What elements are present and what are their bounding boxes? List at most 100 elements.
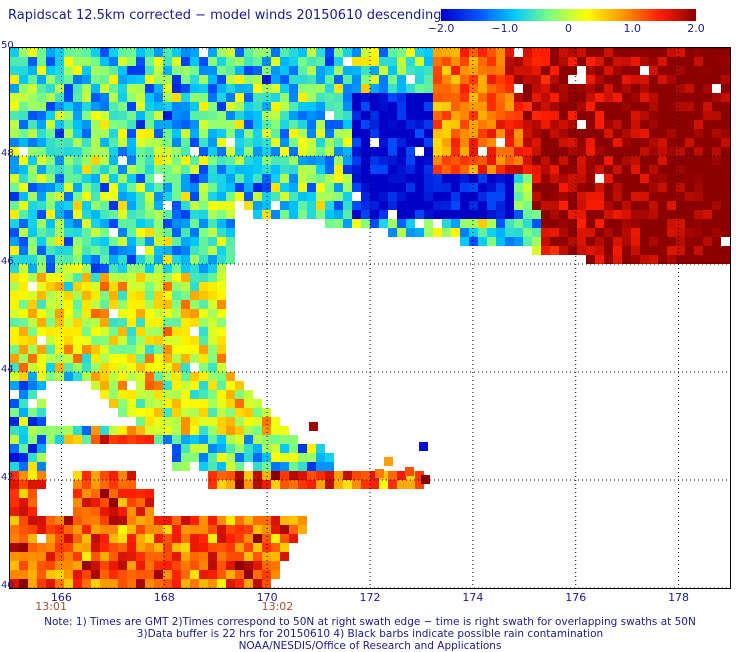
swath-cell bbox=[451, 129, 460, 138]
swath-cell bbox=[208, 354, 217, 363]
swath-cell bbox=[235, 174, 244, 183]
swath-cell bbox=[370, 129, 379, 138]
swath-cell bbox=[208, 201, 217, 210]
swath-cell bbox=[118, 516, 127, 525]
swath-cell bbox=[73, 363, 82, 372]
swath-cell bbox=[28, 201, 37, 210]
swath-cell bbox=[595, 183, 604, 192]
swath-cell bbox=[244, 408, 253, 417]
swath-cell bbox=[46, 255, 55, 264]
swath-cell bbox=[550, 84, 559, 93]
swath-cell bbox=[721, 210, 730, 219]
swath-cell bbox=[406, 120, 415, 129]
swath-cell bbox=[451, 48, 460, 57]
swath-cell bbox=[262, 129, 271, 138]
swath-cell bbox=[172, 390, 181, 399]
swath-cell bbox=[586, 219, 595, 228]
swath-cell bbox=[397, 66, 406, 75]
swath-cell bbox=[199, 390, 208, 399]
swath-cell bbox=[208, 390, 217, 399]
swath-cell bbox=[199, 327, 208, 336]
swath-cell bbox=[37, 102, 46, 111]
swath-cell bbox=[325, 120, 334, 129]
swath-cell bbox=[694, 84, 703, 93]
swath-cell bbox=[613, 129, 622, 138]
swath-cell bbox=[46, 426, 55, 435]
swath-cell bbox=[64, 426, 73, 435]
swath-cell bbox=[226, 228, 235, 237]
swath-cell bbox=[199, 246, 208, 255]
swath-cell bbox=[568, 147, 577, 156]
swath-cell bbox=[154, 291, 163, 300]
swath-cell bbox=[442, 174, 451, 183]
swath-cell bbox=[145, 417, 154, 426]
swath-cell bbox=[397, 147, 406, 156]
swath-cell bbox=[19, 174, 28, 183]
swath-cell bbox=[10, 372, 19, 381]
swath-cell bbox=[442, 84, 451, 93]
swath-cell bbox=[109, 498, 118, 507]
swath-cell bbox=[136, 120, 145, 129]
swath-cell bbox=[154, 264, 163, 273]
swath-cell bbox=[469, 147, 478, 156]
swath-cell bbox=[595, 138, 604, 147]
swath-cell bbox=[10, 165, 19, 174]
swath-cell bbox=[55, 552, 64, 561]
swath-cell bbox=[262, 552, 271, 561]
swath-cell bbox=[343, 147, 352, 156]
swath-cell bbox=[469, 174, 478, 183]
swath-cell bbox=[217, 579, 226, 588]
swath-cell bbox=[226, 147, 235, 156]
swath-cell bbox=[37, 399, 46, 408]
swath-cell bbox=[208, 462, 217, 471]
swath-cell bbox=[109, 48, 118, 57]
swath-cell bbox=[460, 237, 469, 246]
swath-cell bbox=[118, 129, 127, 138]
swath-cell bbox=[64, 264, 73, 273]
swath-cell bbox=[127, 102, 136, 111]
swath-cell bbox=[181, 543, 190, 552]
swath-cell bbox=[127, 291, 136, 300]
swath-cell bbox=[541, 129, 550, 138]
swath-cell bbox=[199, 210, 208, 219]
swath-cell bbox=[91, 435, 100, 444]
swath-cell bbox=[109, 246, 118, 255]
colorbar-tick-label: 1.0 bbox=[623, 22, 642, 35]
swath-cell bbox=[19, 543, 28, 552]
swath-cell bbox=[199, 111, 208, 120]
swath-cell bbox=[136, 219, 145, 228]
swath-cell bbox=[253, 183, 262, 192]
swath-cell bbox=[325, 129, 334, 138]
swath-cell bbox=[253, 552, 262, 561]
swath-cell bbox=[262, 147, 271, 156]
swath-cell bbox=[10, 246, 19, 255]
swath-cell bbox=[82, 255, 91, 264]
swath-cell bbox=[109, 156, 118, 165]
swath-cell bbox=[37, 552, 46, 561]
swath-cell bbox=[370, 75, 379, 84]
swath-cell bbox=[712, 246, 721, 255]
swath-cell bbox=[703, 111, 712, 120]
swath-cell bbox=[235, 129, 244, 138]
swath-cell bbox=[163, 561, 172, 570]
swath-cell bbox=[397, 129, 406, 138]
swath-cell bbox=[109, 183, 118, 192]
swath-cell bbox=[595, 165, 604, 174]
swath-cell bbox=[199, 264, 208, 273]
swath-cell bbox=[136, 192, 145, 201]
swath-cell bbox=[496, 165, 505, 174]
swath-cell bbox=[190, 66, 199, 75]
swath-cell bbox=[235, 408, 244, 417]
swath-cell bbox=[586, 255, 595, 264]
swath-cell bbox=[100, 471, 109, 480]
swath-cell bbox=[586, 120, 595, 129]
swath-cell bbox=[613, 57, 622, 66]
swath-cell bbox=[307, 210, 316, 219]
swath-cell bbox=[163, 516, 172, 525]
swath-cell bbox=[568, 174, 577, 183]
swath-cell bbox=[406, 129, 415, 138]
swath-cell bbox=[667, 84, 676, 93]
swath-cell bbox=[109, 372, 118, 381]
swath-cell bbox=[460, 156, 469, 165]
swath-cell bbox=[676, 129, 685, 138]
